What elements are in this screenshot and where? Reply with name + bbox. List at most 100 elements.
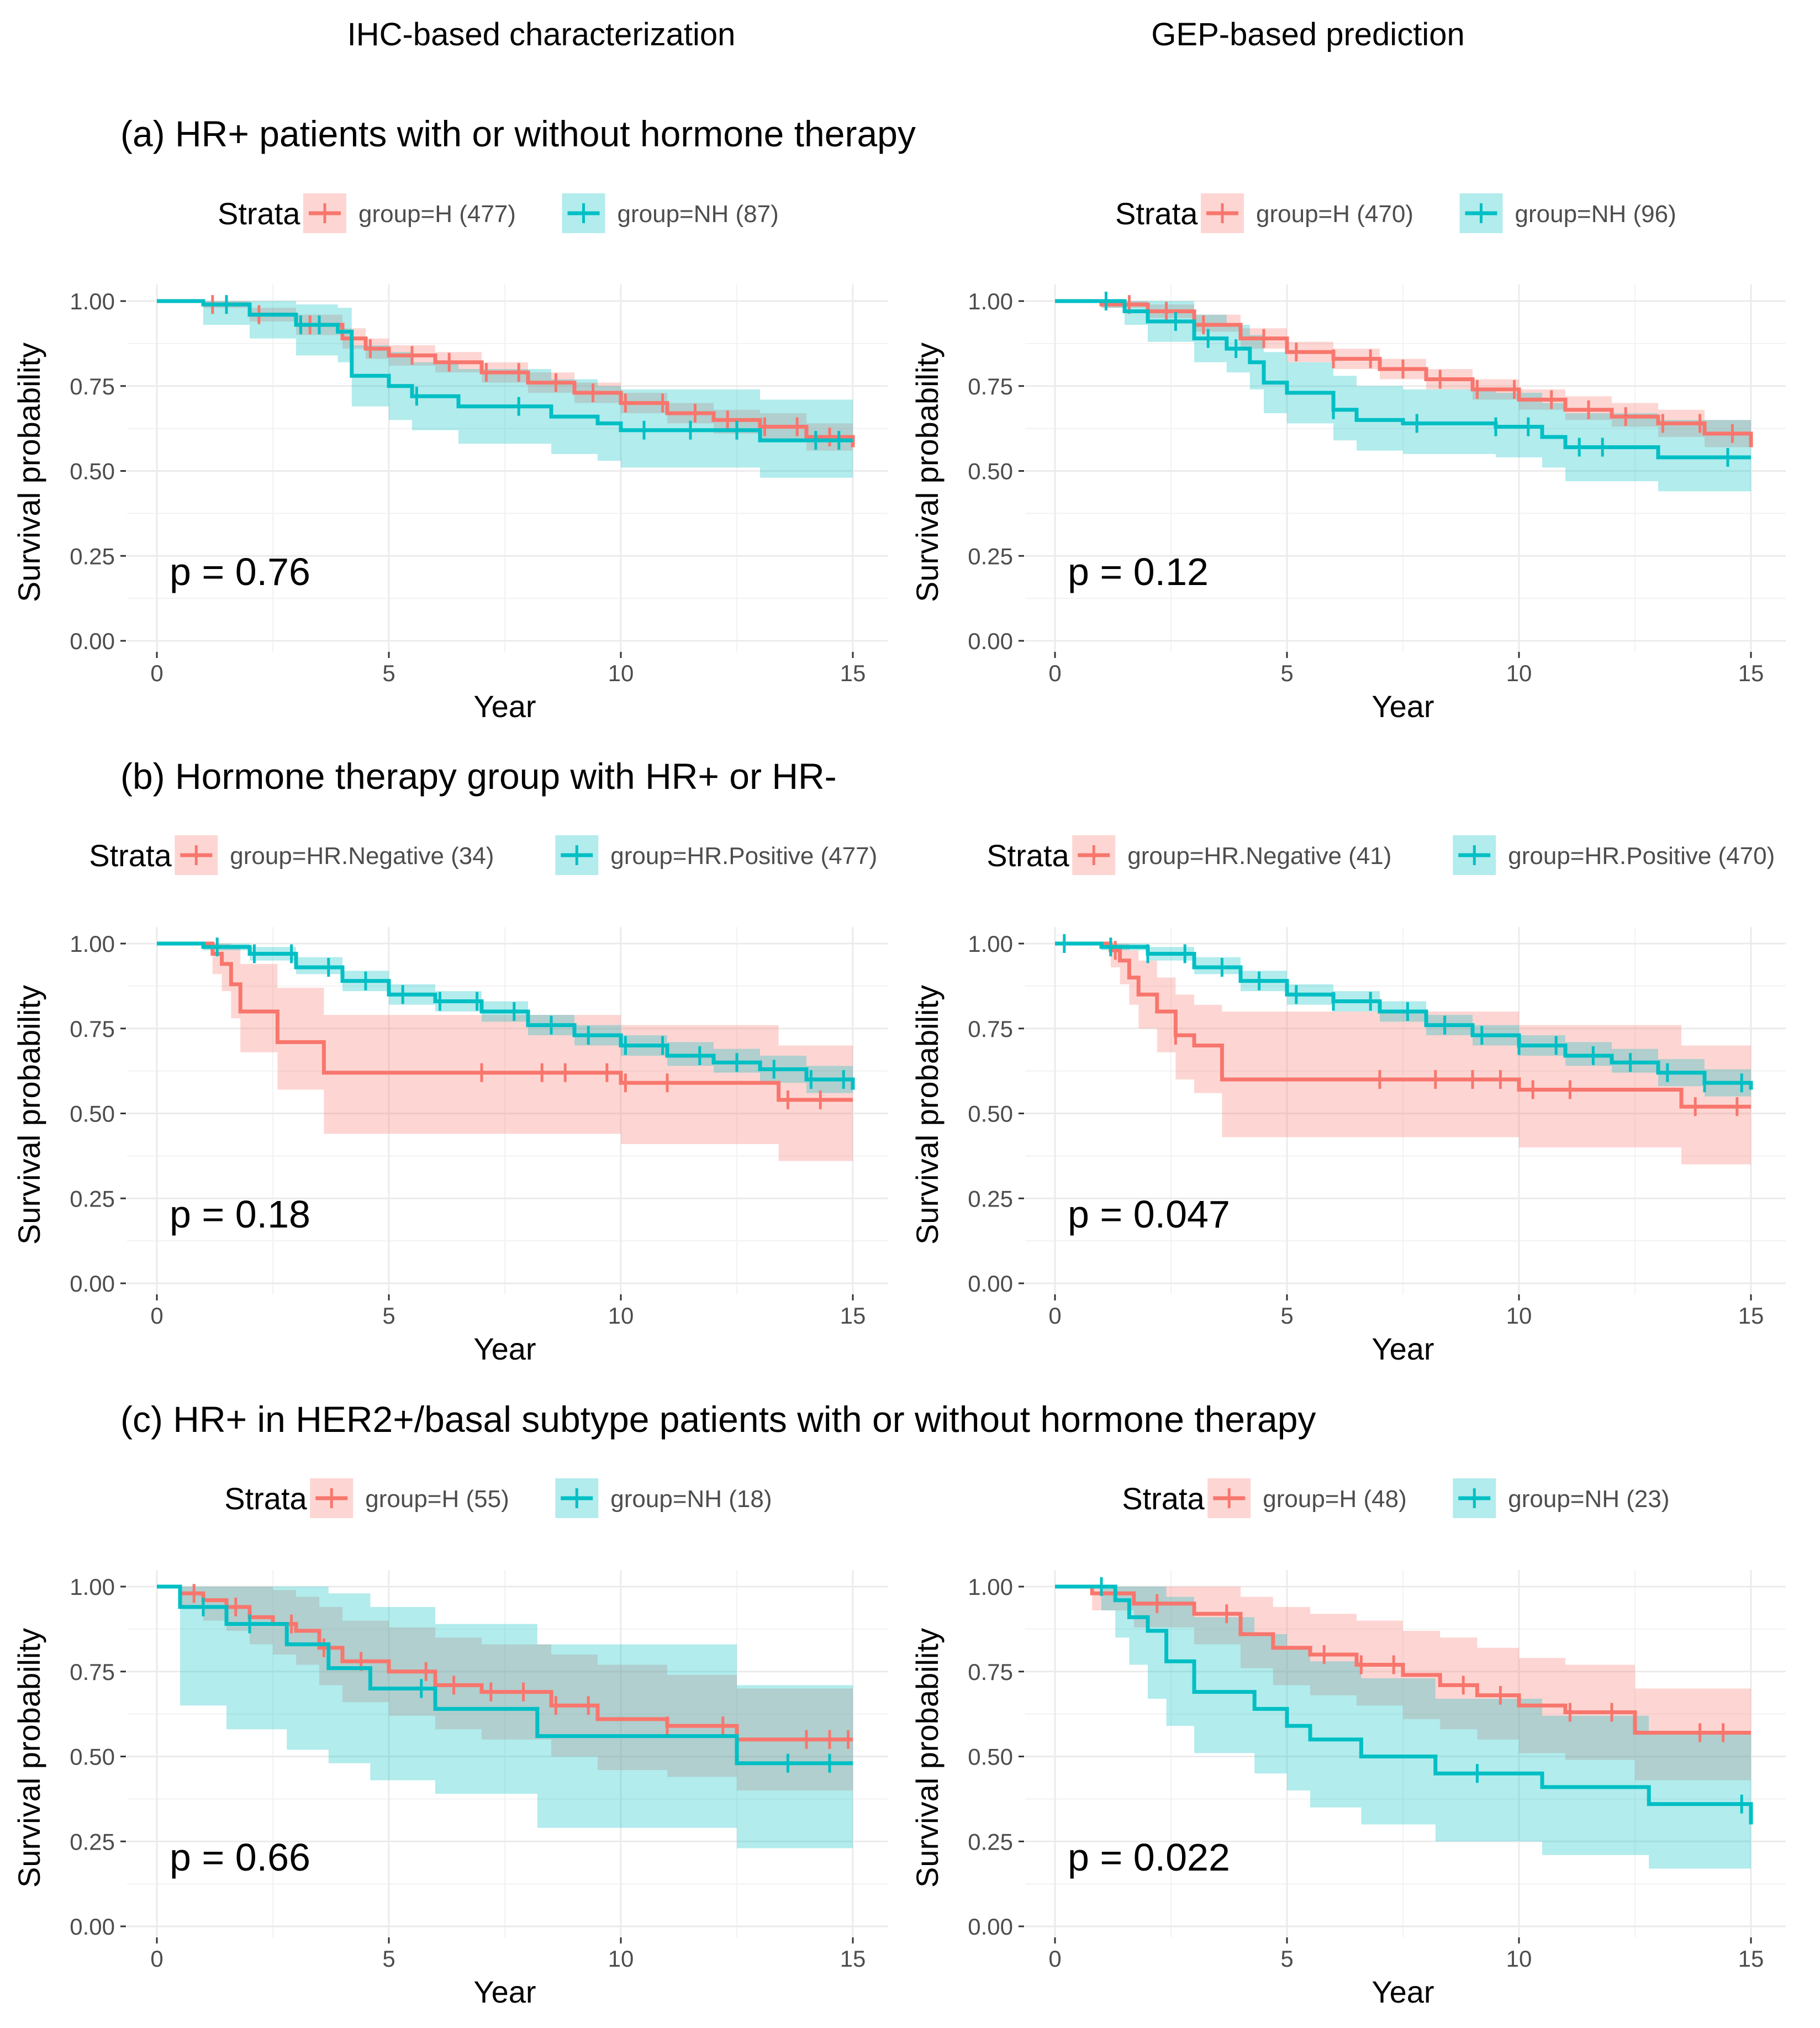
y-axis-label: Survival probability <box>910 1628 945 1888</box>
legend-title: Strata <box>987 838 1069 873</box>
y-tick-label: 0.00 <box>70 628 115 654</box>
legend-title: Strata <box>224 1481 307 1516</box>
panels: Strata group=H (477) group=NH (87) 0.00 0.25… <box>12 193 1786 2009</box>
km-chart-c-right: Strata group=H (48) group=NH (23) 0.00 0.25 0… <box>910 1478 1786 2009</box>
y-tick-label: 0.25 <box>70 543 115 569</box>
legend-label: group=NH (23) <box>1508 1486 1669 1513</box>
plot-background <box>1025 1565 1786 1937</box>
section-title-a: (a) HR+ patients with or without hormone… <box>120 113 916 154</box>
survival-curve <box>157 1584 853 1742</box>
x-tick-label: 0 <box>1048 1946 1061 1972</box>
km-chart-a-left: Strata group=H (477) group=NH (87) 0.00 0.25… <box>12 193 888 724</box>
confidence-band <box>1055 944 1751 1165</box>
legend-label: group=NH (87) <box>618 201 779 228</box>
confidence-band <box>1055 944 1751 1104</box>
legend: Strata group=H (477) group=NH (87) <box>218 193 779 233</box>
y-tick-label: 1.00 <box>70 931 115 957</box>
x-tick-label: 15 <box>1738 1946 1764 1972</box>
x-tick-label: 5 <box>1280 1303 1293 1329</box>
p-value-annotation: p = 0.12 <box>1068 550 1209 593</box>
legend: Strata group=H (48) group=NH (23) <box>1122 1478 1670 1518</box>
y-tick-label: 0.00 <box>968 1914 1013 1940</box>
confidence-band <box>157 301 853 461</box>
x-tick-label: 10 <box>608 1946 634 1972</box>
x-axis-label: Year <box>1371 1331 1434 1366</box>
legend-label: group=NH (96) <box>1515 201 1676 228</box>
x-tick-label: 15 <box>840 1946 866 1972</box>
km-chart-c-left: Strata group=H (55) group=NH (18) 0.00 0.25 0… <box>12 1478 888 2009</box>
y-tick-label: 1.00 <box>70 1574 115 1600</box>
y-tick-label: 0.50 <box>70 1744 115 1770</box>
survival-curve <box>1055 1584 1753 1825</box>
x-axis-label: Year <box>1371 1974 1434 2009</box>
legend-label: group=H (470) <box>1256 201 1413 228</box>
x-tick-label: 10 <box>608 660 634 686</box>
y-axis-label: Survival probability <box>12 1628 46 1888</box>
y-axis-label: Survival probability <box>910 343 945 602</box>
legend-label: group=H (48) <box>1263 1486 1406 1513</box>
p-value-annotation: p = 0.047 <box>1068 1193 1230 1236</box>
x-tick-label: 0 <box>150 660 163 686</box>
x-tick-label: 10 <box>1506 660 1532 686</box>
legend-title: Strata <box>89 838 172 873</box>
legend-label: group=NH (18) <box>610 1486 772 1513</box>
y-tick-label: 0.75 <box>70 1659 115 1685</box>
y-tick-label: 0.00 <box>968 1271 1013 1297</box>
x-tick-label: 5 <box>382 660 395 686</box>
p-value-annotation: p = 0.66 <box>170 1836 310 1879</box>
y-tick-label: 0.75 <box>968 1659 1013 1685</box>
y-tick-label: 0.75 <box>968 373 1013 399</box>
y-tick-label: 0.25 <box>70 1186 115 1211</box>
y-tick-label: 0.50 <box>70 459 115 484</box>
confidence-band <box>157 944 853 1161</box>
x-tick-label: 0 <box>1048 660 1061 686</box>
y-tick-label: 0.25 <box>968 543 1013 569</box>
legend-title: Strata <box>218 196 300 231</box>
plot-background <box>127 279 888 652</box>
column-title-right: GEP-based prediction <box>1151 17 1464 52</box>
confidence-band <box>1055 1587 1751 1781</box>
legend-label: group=HR.Positive (470) <box>1508 842 1775 870</box>
survival-curve <box>157 299 853 443</box>
x-tick-label: 5 <box>1280 660 1293 686</box>
legend: Strata group=H (470) group=NH (96) <box>1115 193 1676 233</box>
plot-background <box>127 1565 888 1937</box>
survival-curve <box>1055 299 1753 447</box>
km-chart-b-right: Strata group=HR.Negative (41) group=HR.Pos… <box>910 835 1786 1366</box>
y-tick-label: 1.00 <box>968 1574 1013 1600</box>
p-value-annotation: p = 0.022 <box>1068 1836 1230 1879</box>
confidence-band <box>157 944 853 1104</box>
y-axis-label: Survival probability <box>910 985 945 1245</box>
section-title-c: (c) HR+ in HER2+/basal subtype patients … <box>120 1399 1316 1440</box>
y-tick-label: 0.75 <box>70 1016 115 1042</box>
x-tick-label: 15 <box>1738 660 1764 686</box>
km-chart-a-right: Strata group=H (470) group=NH (96) 0.00 0.25… <box>910 193 1786 724</box>
legend: Strata group=HR.Negative (34) group=HR.Pos… <box>89 835 877 875</box>
x-tick-label: 5 <box>382 1946 395 1972</box>
y-tick-label: 1.00 <box>968 288 1013 314</box>
x-axis-label: Year <box>473 1974 536 2009</box>
legend-label: group=HR.Positive (477) <box>610 842 877 870</box>
x-tick-label: 0 <box>1048 1303 1061 1329</box>
x-tick-label: 10 <box>1506 1303 1532 1329</box>
x-axis-label: Year <box>473 689 536 724</box>
y-tick-label: 1.00 <box>968 931 1013 957</box>
y-axis-label: Survival probability <box>12 343 46 602</box>
confidence-band <box>1055 1587 1751 1883</box>
y-tick-label: 0.25 <box>70 1829 115 1855</box>
legend-label: group=H (55) <box>365 1486 509 1513</box>
x-tick-label: 5 <box>1280 1946 1293 1972</box>
x-axis-label: Year <box>1371 689 1434 724</box>
y-tick-label: 0.75 <box>968 1016 1013 1042</box>
x-tick-label: 10 <box>1506 1946 1532 1972</box>
plot-background <box>127 921 888 1294</box>
legend-label: group=H (477) <box>358 201 516 228</box>
survival-curve <box>157 1584 853 1766</box>
survival-curve <box>157 941 853 1102</box>
x-tick-label: 0 <box>150 1303 163 1329</box>
y-tick-label: 0.50 <box>968 1101 1013 1127</box>
x-tick-label: 10 <box>608 1303 634 1329</box>
legend-title: Strata <box>1122 1481 1205 1516</box>
x-tick-label: 15 <box>840 660 866 686</box>
